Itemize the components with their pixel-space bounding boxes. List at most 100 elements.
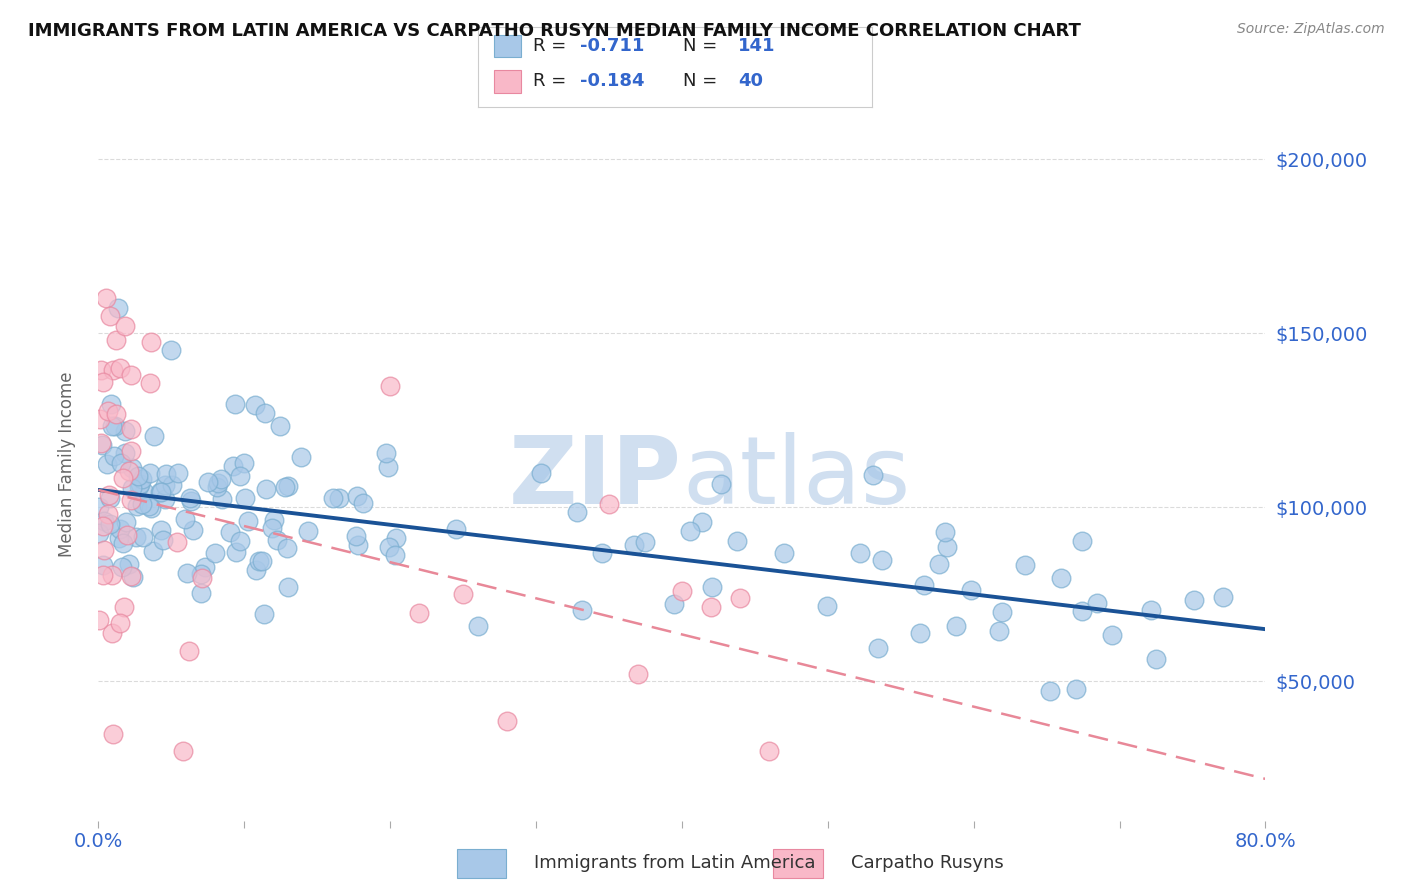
Point xyxy=(125,530,148,544)
Point xyxy=(209,472,232,486)
Point xyxy=(467,619,489,633)
Point xyxy=(1182,593,1205,607)
Point xyxy=(276,580,298,594)
Point xyxy=(297,524,319,538)
Point xyxy=(166,535,188,549)
Point xyxy=(277,479,299,493)
Point xyxy=(346,538,368,552)
Point xyxy=(207,480,229,494)
Point xyxy=(120,493,142,508)
Point xyxy=(101,419,124,434)
Point xyxy=(120,443,142,458)
Point xyxy=(664,597,686,611)
Point xyxy=(155,467,177,482)
Point xyxy=(149,485,172,500)
Point xyxy=(671,584,693,599)
Text: atlas: atlas xyxy=(682,432,910,524)
Point xyxy=(139,500,162,515)
Point xyxy=(232,456,254,470)
Point xyxy=(118,557,141,571)
Point xyxy=(138,500,160,514)
Point xyxy=(451,587,474,601)
Point xyxy=(377,459,399,474)
Point xyxy=(710,477,733,491)
Text: ZIP: ZIP xyxy=(509,432,682,524)
Text: 141: 141 xyxy=(738,37,775,55)
Point xyxy=(252,554,274,568)
Point xyxy=(772,546,794,560)
Point xyxy=(290,450,312,464)
Point xyxy=(328,491,350,505)
Point xyxy=(207,476,229,491)
Point xyxy=(177,644,200,658)
Point xyxy=(108,616,131,631)
Point xyxy=(236,514,259,528)
Point xyxy=(385,531,408,545)
Point xyxy=(276,541,298,556)
Point xyxy=(121,481,143,495)
Point xyxy=(108,522,131,536)
Point xyxy=(149,485,172,500)
Point xyxy=(565,505,588,519)
Point xyxy=(91,558,114,572)
Point xyxy=(1014,558,1036,573)
Y-axis label: Median Family Income: Median Family Income xyxy=(58,371,76,557)
Text: N =: N = xyxy=(683,72,723,90)
Point xyxy=(90,436,112,450)
Point xyxy=(121,569,143,583)
Point xyxy=(910,626,932,640)
Point xyxy=(94,292,117,306)
Point xyxy=(254,482,277,496)
Point xyxy=(627,666,650,681)
Point xyxy=(229,534,252,549)
Point xyxy=(101,626,124,640)
Point xyxy=(131,530,153,544)
Point xyxy=(444,522,467,536)
Point xyxy=(104,418,127,433)
Point xyxy=(90,362,112,376)
Point xyxy=(571,603,593,617)
Point xyxy=(274,480,297,494)
Point xyxy=(89,500,111,515)
Point xyxy=(100,397,122,411)
Point xyxy=(260,520,283,534)
Point xyxy=(114,319,136,334)
Point xyxy=(934,524,956,539)
Point xyxy=(97,488,120,502)
Point xyxy=(114,424,136,438)
Point xyxy=(987,624,1010,639)
Point xyxy=(959,583,981,598)
Point xyxy=(235,491,257,505)
Point xyxy=(125,500,148,514)
Point xyxy=(218,525,240,540)
Point xyxy=(89,613,111,627)
Point xyxy=(160,343,183,357)
Point xyxy=(149,523,172,537)
Point xyxy=(180,494,202,508)
Point xyxy=(96,458,118,472)
Point xyxy=(134,485,156,500)
Point xyxy=(103,449,125,463)
Point xyxy=(143,429,166,443)
Point xyxy=(107,531,129,545)
Point xyxy=(173,512,195,526)
Point xyxy=(152,533,174,548)
Point xyxy=(104,407,127,421)
Point xyxy=(380,378,402,392)
Point xyxy=(107,301,129,316)
Point xyxy=(110,456,132,470)
Point xyxy=(142,543,165,558)
Point xyxy=(725,534,748,549)
Point xyxy=(121,569,143,583)
Point xyxy=(912,577,935,591)
Point xyxy=(117,464,139,478)
Text: Source: ZipAtlas.com: Source: ZipAtlas.com xyxy=(1237,22,1385,37)
Point xyxy=(131,497,153,511)
Point xyxy=(97,404,120,418)
Point xyxy=(110,361,132,376)
Text: 40: 40 xyxy=(738,72,763,90)
Point xyxy=(1101,628,1123,642)
Point xyxy=(862,467,884,482)
Point xyxy=(91,567,114,582)
Point xyxy=(598,497,620,511)
